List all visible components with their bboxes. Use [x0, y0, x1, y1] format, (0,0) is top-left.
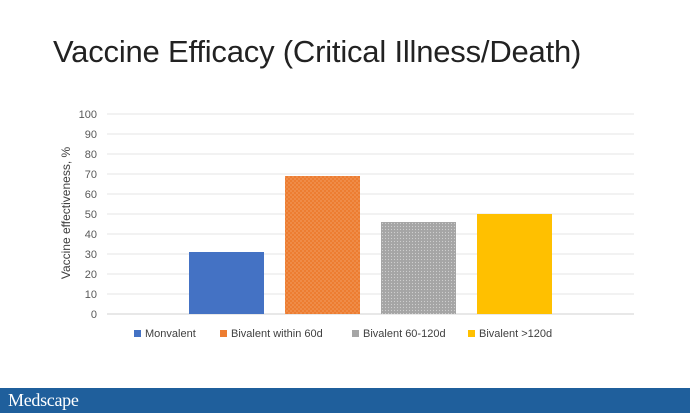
legend-swatch — [134, 330, 141, 337]
bar-bivalent-120d — [477, 214, 552, 314]
y-tick-label: 40 — [85, 229, 97, 241]
y-tick-label: 80 — [85, 149, 97, 161]
y-tick-label: 60 — [85, 189, 97, 201]
legend-swatch — [352, 330, 359, 337]
legend-label: Bivalent within 60d — [231, 328, 323, 340]
bar-chart: 0 10 20 30 40 50 60 70 80 90 100 Vaccine effective… — [59, 109, 634, 340]
footer-bar: Medscape — [0, 388, 690, 413]
y-tick-label: 0 — [91, 309, 97, 321]
y-axis-label: Vaccine effectiveness, % — [59, 147, 73, 280]
legend-label: Bivalent 60-120d — [363, 328, 446, 340]
y-axis-ticks: 0 10 20 30 40 50 60 70 80 90 100 — [79, 109, 97, 321]
legend-label: Bivalent >120d — [479, 328, 552, 340]
gridlines — [107, 113, 634, 315]
y-tick-label: 100 — [79, 109, 97, 121]
bar-bivalent-within-60d — [285, 176, 360, 314]
y-tick-label: 30 — [85, 249, 97, 261]
y-tick-label: 50 — [85, 209, 97, 221]
y-tick-label: 90 — [85, 129, 97, 141]
legend-label: Monvalent — [145, 328, 196, 340]
medscape-logo: Medscape — [8, 390, 79, 410]
legend: Monvalent Bivalent within 60d Bivalent 60-… — [134, 328, 552, 340]
legend-swatch — [468, 330, 475, 337]
bar-monvalent — [189, 252, 264, 314]
y-tick-label: 70 — [85, 169, 97, 181]
y-tick-label: 20 — [85, 269, 97, 281]
slide-title: Vaccine Efficacy (Critical Illness/Death… — [53, 34, 582, 69]
legend-swatch — [220, 330, 227, 337]
bars — [189, 176, 552, 314]
y-tick-label: 10 — [85, 289, 97, 301]
bar-bivalent-60-120d — [381, 222, 456, 314]
